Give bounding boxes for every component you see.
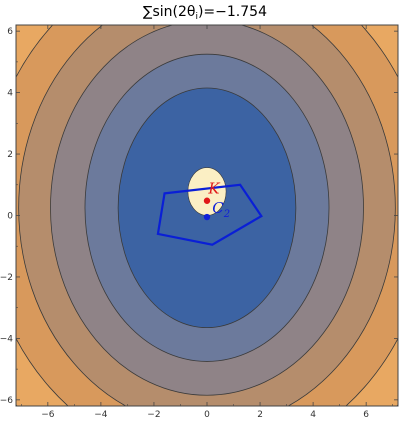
point-c (203, 213, 211, 221)
y-tick-label: 2 (7, 150, 13, 160)
chart-title-subscript: i (195, 12, 198, 22)
label-k: K (207, 179, 220, 197)
x-tick-label: 6 (363, 410, 369, 420)
x-tick-label: 0 (204, 410, 210, 420)
x-tick-label: 4 (310, 410, 316, 420)
annotation-layer: K C2 (207, 179, 230, 220)
polygon-outline (156, 183, 263, 246)
y-tick-label: −6 (0, 396, 13, 406)
y-axis: −6 −4 −2 0 2 4 6 (0, 27, 398, 406)
x-tick-label: −2 (147, 410, 160, 420)
x-axis: −6 −4 −2 0 2 4 6 (21, 25, 393, 420)
y-tick-label: 6 (7, 27, 13, 37)
label-c2: C2 (212, 199, 230, 220)
y-tick-label: −2 (0, 273, 13, 283)
points-layer (203, 197, 211, 221)
x-tick-label: −6 (41, 410, 55, 420)
y-tick-label: 0 (7, 212, 13, 222)
chart-title: ∑sin(2θi)=−1.754 (143, 4, 267, 22)
y-tick-label: 4 (7, 89, 13, 99)
y-tick-label: −4 (0, 334, 13, 344)
point-k (203, 197, 211, 204)
x-tick-label: −4 (94, 410, 108, 420)
x-tick-label: 2 (257, 410, 263, 420)
